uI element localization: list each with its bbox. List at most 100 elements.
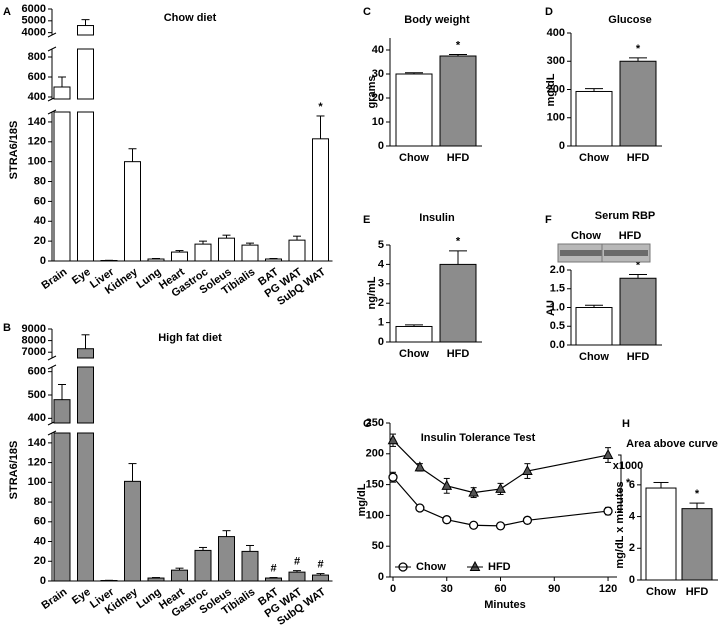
bar — [288, 571, 306, 582]
y-tick-label: 0 — [40, 255, 46, 267]
annotation: * — [636, 43, 641, 55]
bar — [171, 251, 188, 262]
y-tick-label: 6 — [629, 479, 635, 491]
axis-break — [47, 109, 57, 115]
axis-break — [47, 364, 57, 370]
y-tick-label: 7000 — [22, 346, 46, 358]
chart-title: Serum RBP — [595, 210, 656, 222]
y-tick-label: 80 — [34, 496, 46, 508]
bar — [439, 55, 477, 147]
y-axis-label: STRA6/18S — [8, 121, 20, 180]
annotation: * — [318, 101, 323, 113]
annotation: # — [270, 562, 276, 574]
x-tick-label: HFD — [447, 348, 470, 360]
y-tick-label: 60 — [34, 195, 46, 207]
marker — [468, 486, 479, 497]
bar — [77, 25, 94, 36]
axis-break — [47, 32, 57, 38]
marker — [495, 482, 506, 493]
bar — [241, 244, 259, 262]
y-tick-label: 2 — [629, 542, 635, 554]
y-tick-label: 40 — [372, 44, 384, 56]
chart-title: Insulin — [419, 212, 455, 224]
y-tick-label: 80 — [34, 175, 46, 187]
y-axis-label: STRA6/18S — [8, 441, 20, 500]
panel-letter: B — [3, 322, 11, 334]
y-tick-label: 4 — [629, 510, 636, 522]
axis-break — [47, 430, 57, 436]
y-tick-label: 400 — [547, 27, 565, 39]
x-tick-label: Brain — [39, 586, 69, 612]
chart-title: Insulin Tolerance Test — [421, 432, 536, 444]
panel-letter: H — [622, 418, 630, 430]
x-tick-label: Chow — [399, 348, 429, 360]
y-tick-label: 0 — [629, 574, 635, 586]
y-tick-label: 10 — [372, 116, 384, 128]
legend-label: Chow — [416, 561, 446, 573]
bar — [53, 111, 71, 262]
marker — [442, 515, 452, 525]
panel-letter: F — [545, 214, 552, 226]
x-tick-label: Chow — [579, 152, 609, 164]
y-tick-label: 600 — [28, 71, 46, 83]
x-tick-label: 60 — [494, 583, 506, 595]
y-multiplier: x1000 — [613, 460, 644, 472]
y-axis-label: mg/dL — [356, 483, 368, 516]
bar — [619, 60, 657, 147]
y-tick-label: 400 — [28, 91, 46, 103]
marker — [603, 506, 613, 516]
y-tick-label: 300 — [547, 55, 565, 67]
bar — [194, 243, 212, 262]
bar — [53, 86, 71, 100]
bar — [124, 480, 141, 582]
y-tick-label: 120 — [28, 136, 46, 148]
y-tick-label: 30 — [372, 68, 384, 80]
y-tick-label: 20 — [372, 92, 384, 104]
y-tick-label: 5 — [378, 239, 384, 251]
y-tick-label: 4 — [378, 258, 385, 270]
marker — [468, 520, 479, 530]
x-tick-label: 0 — [390, 583, 396, 595]
y-tick-label: 0 — [40, 575, 46, 587]
bar — [77, 432, 94, 582]
bar — [265, 258, 282, 262]
marker — [469, 560, 481, 571]
x-tick-label: HFD — [447, 152, 470, 164]
bar — [619, 277, 657, 346]
y-tick-label: 8000 — [22, 335, 46, 347]
y-tick-label: 120 — [28, 457, 46, 469]
legend-label: HFD — [488, 561, 511, 573]
bar — [395, 73, 433, 147]
y-tick-label: 0 — [378, 140, 384, 152]
bar — [575, 307, 613, 346]
bar — [147, 577, 165, 582]
panel-letter: C — [363, 6, 371, 18]
blot-label: HFD — [619, 230, 642, 242]
y-axis-label: ng/mL — [366, 276, 378, 309]
marker — [522, 464, 533, 476]
y-tick-label: 9000 — [22, 323, 46, 335]
x-tick-label: HFD — [627, 351, 650, 363]
x-tick-label: 30 — [441, 583, 453, 595]
panel-letter: G — [363, 418, 372, 430]
annotation: * — [636, 259, 641, 271]
y-tick-label: 100 — [366, 509, 384, 521]
marker — [388, 472, 398, 482]
bar — [77, 366, 94, 424]
panel-letter: A — [3, 6, 11, 18]
y-tick-label: 50 — [372, 540, 384, 552]
bar — [575, 90, 613, 147]
marker — [522, 515, 533, 525]
x-tick-label: Brain — [39, 266, 69, 292]
x-tick-label: Chow — [646, 586, 676, 598]
y-tick-label: 0.0 — [550, 339, 565, 351]
y-tick-label: 500 — [28, 389, 46, 401]
bar — [241, 550, 259, 582]
chart-title: Glucose — [608, 14, 651, 26]
marker — [387, 434, 399, 445]
bar — [645, 487, 677, 581]
y-tick-label: 2 — [378, 297, 384, 309]
y-tick-label: 200 — [547, 83, 565, 95]
y-tick-label: 200 — [366, 448, 384, 460]
bar — [77, 111, 94, 262]
